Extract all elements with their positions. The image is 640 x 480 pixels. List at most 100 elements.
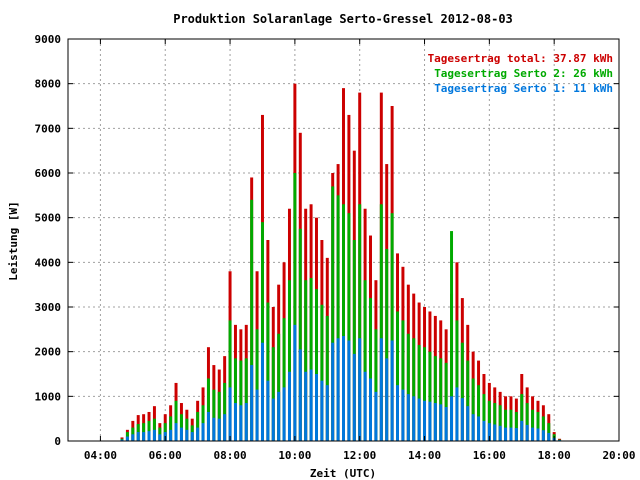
bar-series-3: [158, 434, 162, 441]
bar-series-2: [541, 416, 545, 441]
bar-series-2: [493, 403, 497, 441]
y-tick-label: 8000: [35, 78, 62, 91]
y-tick-label: 9000: [35, 33, 62, 46]
bar-series: [120, 83, 562, 442]
bar-series-2: [169, 416, 173, 441]
bar-series-2: [163, 423, 167, 441]
bar-series-2: [520, 394, 524, 441]
bar-series-2: [433, 356, 437, 441]
bar-series-3: [201, 423, 205, 441]
bar-series-3: [487, 423, 491, 441]
bar-series-2: [444, 362, 448, 441]
bar-series-3: [482, 420, 486, 441]
bar-series-3: [477, 416, 481, 441]
bar-series-3: [277, 391, 281, 441]
bar-series-2: [374, 329, 378, 441]
bar-series-3: [190, 432, 194, 441]
bar-series-2: [233, 358, 237, 441]
bar-series-3: [298, 349, 302, 441]
bar-series-3: [206, 411, 210, 441]
bar-series-3: [266, 380, 270, 441]
bar-series-3: [282, 387, 286, 441]
bar-series-2: [196, 411, 200, 441]
bar-series-3: [493, 424, 497, 441]
bar-series-3: [255, 389, 259, 441]
bar-series-3: [439, 404, 443, 441]
bar-series-2: [277, 333, 281, 441]
legend: Tagesertrag total: 37.87 kWh Tagesertrag …: [428, 52, 613, 95]
bar-series-3: [342, 336, 345, 441]
bar-series-2: [525, 403, 529, 441]
x-tick-label: 18:00: [538, 449, 571, 462]
bar-series-3: [315, 374, 318, 441]
y-tick-label: 3000: [35, 301, 62, 314]
bar-series-2: [396, 311, 399, 441]
bar-series-3: [271, 398, 275, 441]
bar-series-3: [417, 398, 421, 441]
bar-series-3: [287, 371, 291, 441]
series-3: [120, 324, 562, 441]
bar-series-2: [460, 342, 464, 441]
bar-series-3: [466, 406, 470, 441]
bar-series-2: [423, 347, 427, 441]
bar-series-2: [482, 394, 486, 441]
bar-series-3: [547, 432, 551, 441]
bar-series-3: [406, 394, 410, 441]
bar-series-3: [142, 432, 146, 441]
bar-series-3: [179, 427, 183, 441]
bar-series-3: [541, 430, 545, 441]
bar-series-3: [396, 385, 399, 441]
bar-series-2: [325, 315, 329, 441]
bar-series-3: [244, 403, 248, 441]
bar-series-2: [244, 358, 248, 441]
bar-series-2: [358, 204, 362, 441]
bar-series-3: [125, 436, 129, 441]
legend-entry: Tagesertrag Serto 2: 26 kWh: [434, 67, 613, 80]
bar-series-3: [131, 434, 135, 441]
bar-series-3: [390, 340, 394, 441]
bar-series-3: [136, 432, 140, 441]
bar-series-3: [352, 353, 356, 441]
bar-series-2: [228, 320, 232, 441]
bar-series-3: [174, 423, 178, 441]
bar-series-2: [260, 222, 264, 441]
bar-series-3: [196, 427, 200, 441]
y-axis-label: Leistung [W]: [7, 201, 20, 280]
bar-series-3: [428, 401, 432, 441]
bar-series-3: [331, 342, 335, 441]
bar-series-3: [471, 414, 475, 441]
bar-series-3: [401, 389, 405, 441]
x-tick-label: 16:00: [473, 449, 506, 462]
bar-series-2: [509, 409, 513, 441]
x-tick-label: 04:00: [84, 449, 117, 462]
bar-series-2: [450, 231, 454, 441]
bar-series-2: [336, 195, 340, 441]
bar-series-3: [509, 427, 513, 441]
y-tick-label: 4000: [35, 256, 62, 269]
bar-series-3: [455, 387, 459, 441]
y-tick-label: 1000: [35, 390, 62, 403]
y-tick-label: 7000: [35, 122, 62, 135]
bar-series-3: [233, 403, 237, 441]
bar-series-2: [477, 385, 481, 441]
bar-series-2: [379, 204, 383, 441]
x-tick-label: 06:00: [149, 449, 182, 462]
x-tick-label: 10:00: [278, 449, 311, 462]
bar-series-2: [282, 318, 286, 441]
bar-series-3: [514, 428, 518, 441]
bar-series-3: [423, 400, 427, 441]
bar-series-3: [325, 385, 329, 441]
bar-series-2: [471, 378, 475, 441]
bar-series-3: [498, 425, 502, 441]
plot-frame: [67, 38, 620, 442]
bar-series-3: [239, 405, 243, 441]
bar-series-3: [169, 429, 173, 441]
bar-series-2: [455, 320, 459, 441]
bar-series-3: [217, 418, 221, 441]
bar-series-2: [487, 400, 491, 441]
bar-series-2: [212, 389, 216, 441]
bar-series-3: [147, 431, 151, 441]
bar-series-2: [142, 423, 146, 441]
bar-series-2: [369, 298, 372, 441]
bar-series-3: [336, 338, 340, 441]
